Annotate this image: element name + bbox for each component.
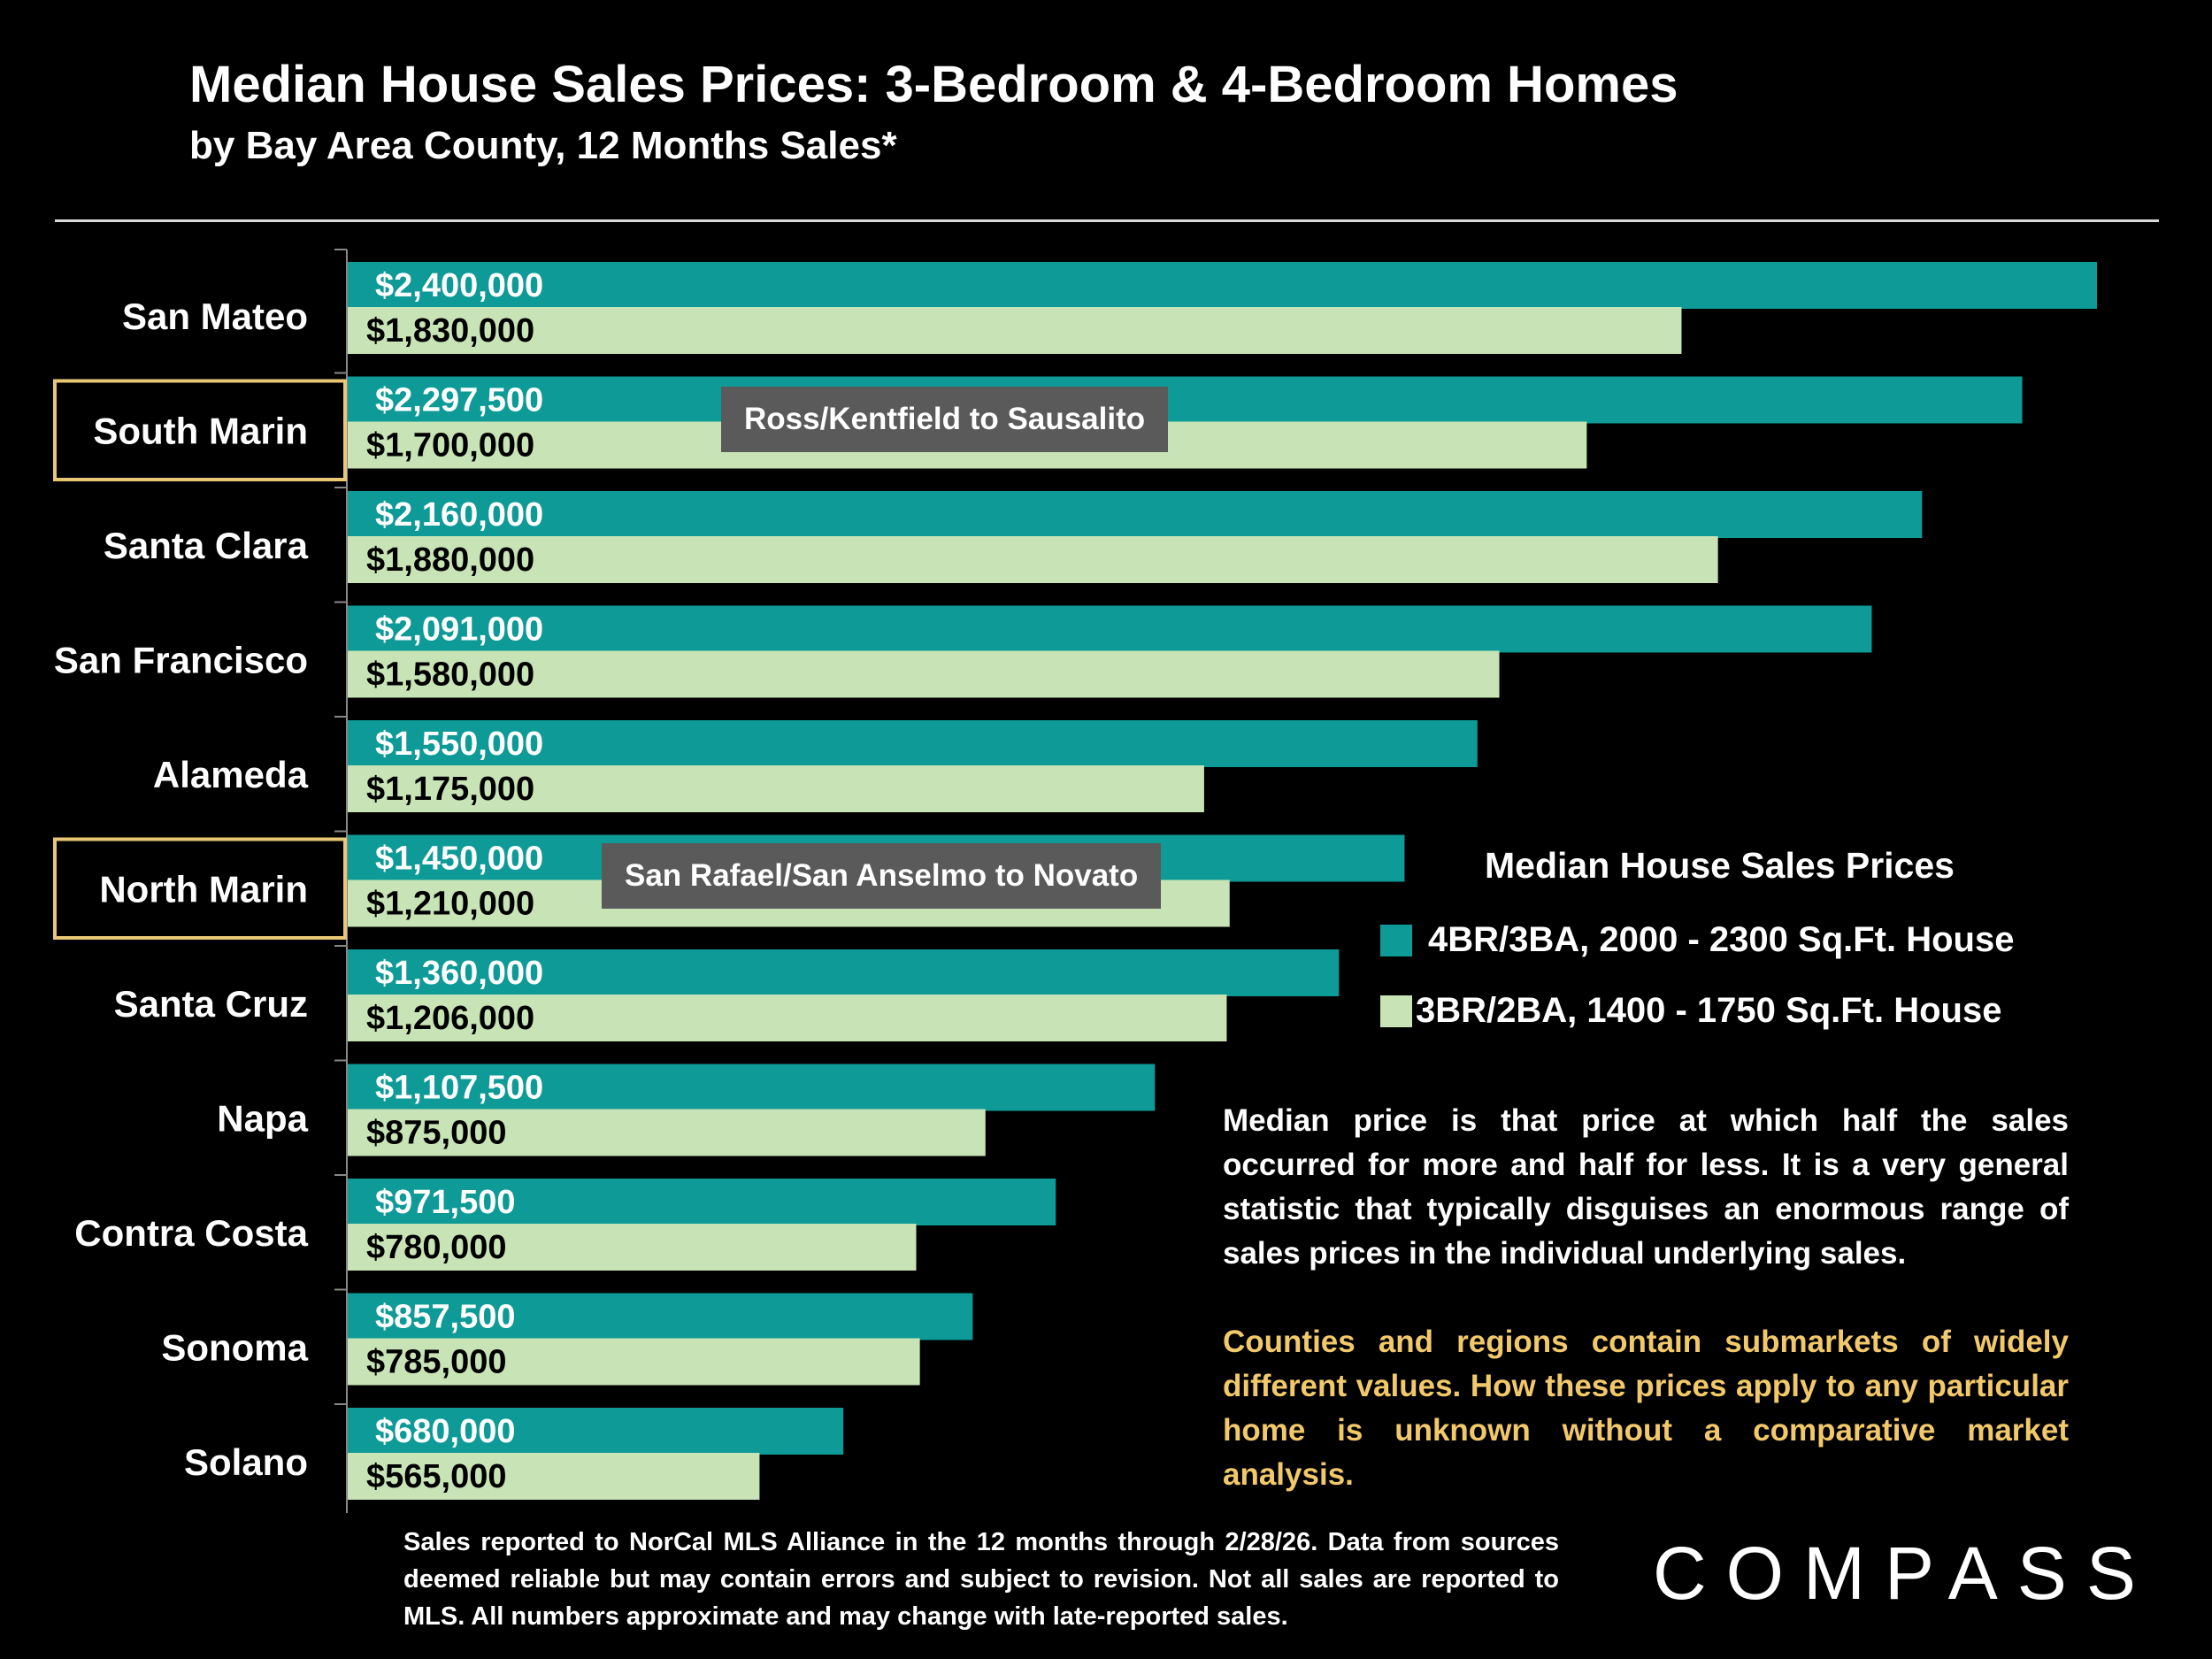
bar-3br — [348, 1453, 760, 1500]
data-label-4br: $1,550,000 — [375, 726, 543, 763]
data-label-3br: $1,830,000 — [366, 312, 534, 349]
category-label: Santa Clara — [104, 525, 309, 566]
data-label-4br: $2,297,500 — [375, 382, 543, 419]
title-divider — [55, 219, 2159, 222]
bar-3br — [348, 1224, 917, 1271]
data-label-3br: $875,000 — [366, 1115, 507, 1152]
data-label-3br: $565,000 — [366, 1458, 507, 1495]
data-label-4br: $1,107,500 — [375, 1070, 543, 1107]
data-label-3br: $1,700,000 — [366, 427, 534, 465]
category-label: South Marin — [93, 410, 308, 451]
bar-3br — [348, 536, 1718, 583]
category-label: San Mateo — [122, 296, 308, 337]
bar-3br — [348, 1338, 920, 1386]
category-label: Sonoma — [161, 1326, 308, 1368]
data-label-3br: $1,210,000 — [366, 886, 534, 923]
legend-title: Median House Sales Prices — [1485, 845, 1955, 886]
data-label-4br: $1,450,000 — [375, 841, 543, 878]
north-marin-callout: San Rafael/San Anselmo to Novato — [602, 843, 1162, 909]
data-label-3br: $780,000 — [366, 1229, 507, 1266]
legend-item-3br: 3BR/2BA, 1400 - 1750 Sq.Ft. House — [1380, 991, 2001, 1031]
bar-4br — [348, 720, 1478, 767]
bar-4br — [348, 491, 1923, 538]
legend-swatch-3br — [1380, 995, 1412, 1027]
data-label-3br: $1,175,000 — [366, 771, 534, 808]
category-label: Alameda — [153, 754, 309, 795]
bar-4br — [348, 605, 1872, 653]
legend-label-4br: 4BR/3BA, 2000 - 2300 Sq.Ft. House — [1428, 920, 2015, 959]
category-label: San Francisco — [54, 639, 308, 680]
legend-label-3br: 3BR/2BA, 1400 - 1750 Sq.Ft. House — [1416, 991, 2002, 1030]
compass-logo: COMPASS — [1653, 1532, 2155, 1615]
data-label-4br: $680,000 — [375, 1413, 516, 1450]
south-marin-callout: Ross/Kentfield to Sausalito — [721, 387, 1169, 452]
bar-4br — [348, 1293, 973, 1340]
bar-3br — [348, 765, 1204, 812]
data-label-4br: $971,500 — [375, 1184, 516, 1221]
category-label: Santa Cruz — [114, 983, 308, 1025]
category-label: Contra Costa — [74, 1212, 308, 1254]
chart-subtitle: by Bay Area County, 12 Months Sales* — [189, 124, 897, 167]
footnote: Sales reported to NorCal MLS Alliance in… — [403, 1528, 1559, 1631]
data-label-4br: $1,360,000 — [375, 955, 543, 992]
data-label-4br: $2,400,000 — [375, 267, 543, 304]
bar-4br — [348, 262, 2097, 309]
legend-item-4br: 4BR/3BA, 2000 - 2300 Sq.Ft. House — [1380, 920, 2014, 960]
bar-4br — [348, 1408, 844, 1455]
bar-3br — [348, 1109, 986, 1156]
data-label-4br: $2,160,000 — [375, 496, 543, 534]
data-label-4br: $857,500 — [375, 1299, 516, 1336]
data-label-3br: $1,580,000 — [366, 657, 534, 694]
bar-4br — [348, 949, 1340, 996]
bar-3br — [348, 995, 1227, 1041]
category-label: Solano — [184, 1441, 308, 1483]
bar-3br — [348, 307, 1682, 354]
category-label: Napa — [217, 1097, 308, 1139]
data-label-3br: $785,000 — [366, 1344, 507, 1381]
bar-4br — [348, 1179, 1056, 1225]
submarkets-note: Counties and regions contain submarkets … — [1223, 1325, 2069, 1492]
chart-title: Median House Sales Prices: 3-Bedroom & 4… — [189, 56, 1678, 113]
median-note: Median price is that price at which half… — [1223, 1103, 2069, 1271]
bar-4br — [348, 1064, 1156, 1111]
legend-swatch-4br — [1380, 924, 1412, 956]
highlight-box-north-marin — [53, 837, 347, 940]
highlight-box-south-marin — [53, 379, 347, 481]
data-label-3br: $1,206,000 — [366, 1000, 534, 1037]
data-label-4br: $2,091,000 — [375, 611, 543, 649]
data-label-3br: $1,880,000 — [366, 541, 534, 579]
bar-4br — [348, 376, 2023, 424]
bar-3br — [348, 650, 1500, 698]
category-label: North Marin — [99, 868, 308, 910]
